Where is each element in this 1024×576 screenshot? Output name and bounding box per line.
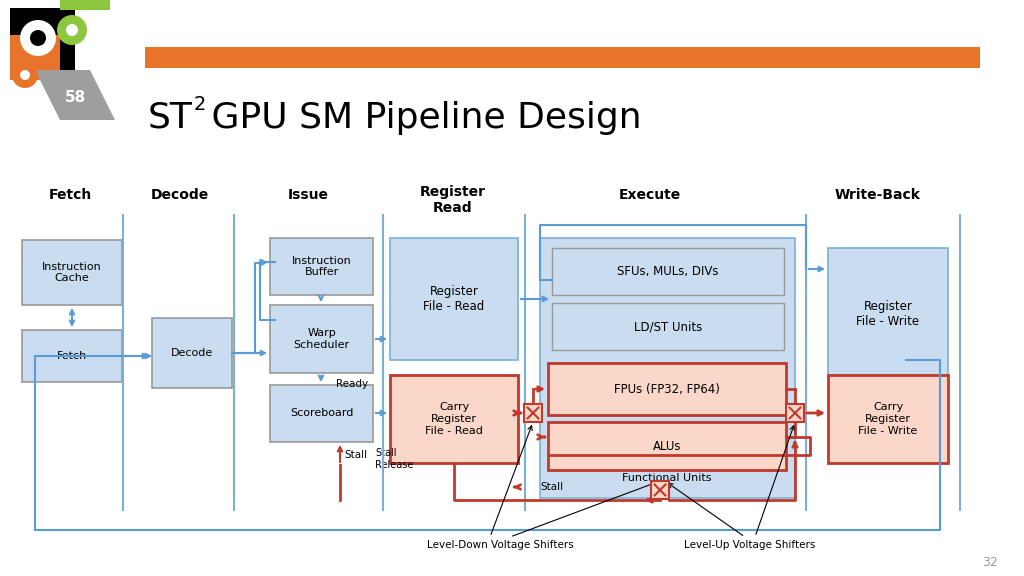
Text: Instruction
Buffer: Instruction Buffer [292, 256, 351, 277]
Text: Functional Units: Functional Units [623, 473, 712, 483]
Circle shape [66, 24, 78, 36]
FancyBboxPatch shape [651, 481, 669, 499]
Text: 2: 2 [194, 94, 207, 113]
FancyBboxPatch shape [552, 303, 784, 350]
Text: Register
Read: Register Read [420, 185, 486, 215]
Text: Decode: Decode [151, 188, 209, 202]
Text: Register
File - Write: Register File - Write [856, 300, 920, 328]
Text: Instruction
Cache: Instruction Cache [42, 262, 101, 283]
Text: Fetch: Fetch [57, 351, 87, 361]
Text: Carry
Register
File - Read: Carry Register File - Read [425, 403, 483, 435]
FancyBboxPatch shape [786, 404, 804, 422]
Bar [10, 35, 60, 80]
Polygon shape [10, 8, 75, 75]
FancyBboxPatch shape [390, 375, 518, 463]
Text: Issue: Issue [288, 188, 329, 202]
Text: GPU SM Pipeline Design: GPU SM Pipeline Design [200, 101, 642, 135]
Text: LD/ST Units: LD/ST Units [634, 320, 702, 333]
Text: FPUs (FP32, FP64): FPUs (FP32, FP64) [614, 382, 720, 396]
FancyBboxPatch shape [22, 330, 122, 382]
FancyBboxPatch shape [828, 375, 948, 463]
Text: Stall
Release: Stall Release [375, 448, 414, 469]
FancyBboxPatch shape [540, 238, 795, 498]
Text: Write-Back: Write-Back [835, 188, 921, 202]
Text: Decode: Decode [171, 348, 213, 358]
Text: Fetch: Fetch [48, 188, 91, 202]
FancyBboxPatch shape [548, 422, 786, 470]
FancyBboxPatch shape [152, 318, 232, 388]
FancyBboxPatch shape [828, 248, 948, 380]
FancyBboxPatch shape [390, 238, 518, 360]
Text: Warp
Scheduler: Warp Scheduler [294, 328, 349, 350]
Text: Level-Up Voltage Shifters: Level-Up Voltage Shifters [684, 540, 816, 550]
Text: Carry
Register
File - Write: Carry Register File - Write [858, 403, 918, 435]
Bar [60, 0, 110, 10]
FancyBboxPatch shape [524, 404, 542, 422]
FancyBboxPatch shape [548, 363, 786, 415]
Text: SFUs, MULs, DIVs: SFUs, MULs, DIVs [617, 265, 719, 278]
Text: 58: 58 [65, 89, 86, 104]
Circle shape [20, 70, 30, 80]
Text: Execute: Execute [618, 188, 681, 202]
Circle shape [20, 20, 56, 56]
Text: Stall: Stall [540, 482, 563, 492]
Circle shape [57, 15, 87, 45]
Circle shape [30, 30, 46, 46]
Text: 32: 32 [982, 555, 997, 569]
Text: Register
File - Read: Register File - Read [423, 285, 484, 313]
FancyBboxPatch shape [552, 248, 784, 295]
Text: Level-Down Voltage Shifters: Level-Down Voltage Shifters [427, 540, 573, 550]
FancyBboxPatch shape [270, 385, 373, 442]
FancyBboxPatch shape [22, 240, 122, 305]
FancyBboxPatch shape [270, 238, 373, 295]
Text: Ready: Ready [336, 379, 368, 389]
Polygon shape [35, 70, 115, 120]
Text: Stall: Stall [344, 450, 368, 460]
Text: Scoreboard: Scoreboard [290, 408, 353, 419]
FancyBboxPatch shape [270, 305, 373, 373]
Circle shape [12, 62, 38, 88]
Text: ST: ST [148, 101, 193, 135]
Text: ALUs: ALUs [652, 439, 681, 453]
Bar [145, 47, 980, 68]
